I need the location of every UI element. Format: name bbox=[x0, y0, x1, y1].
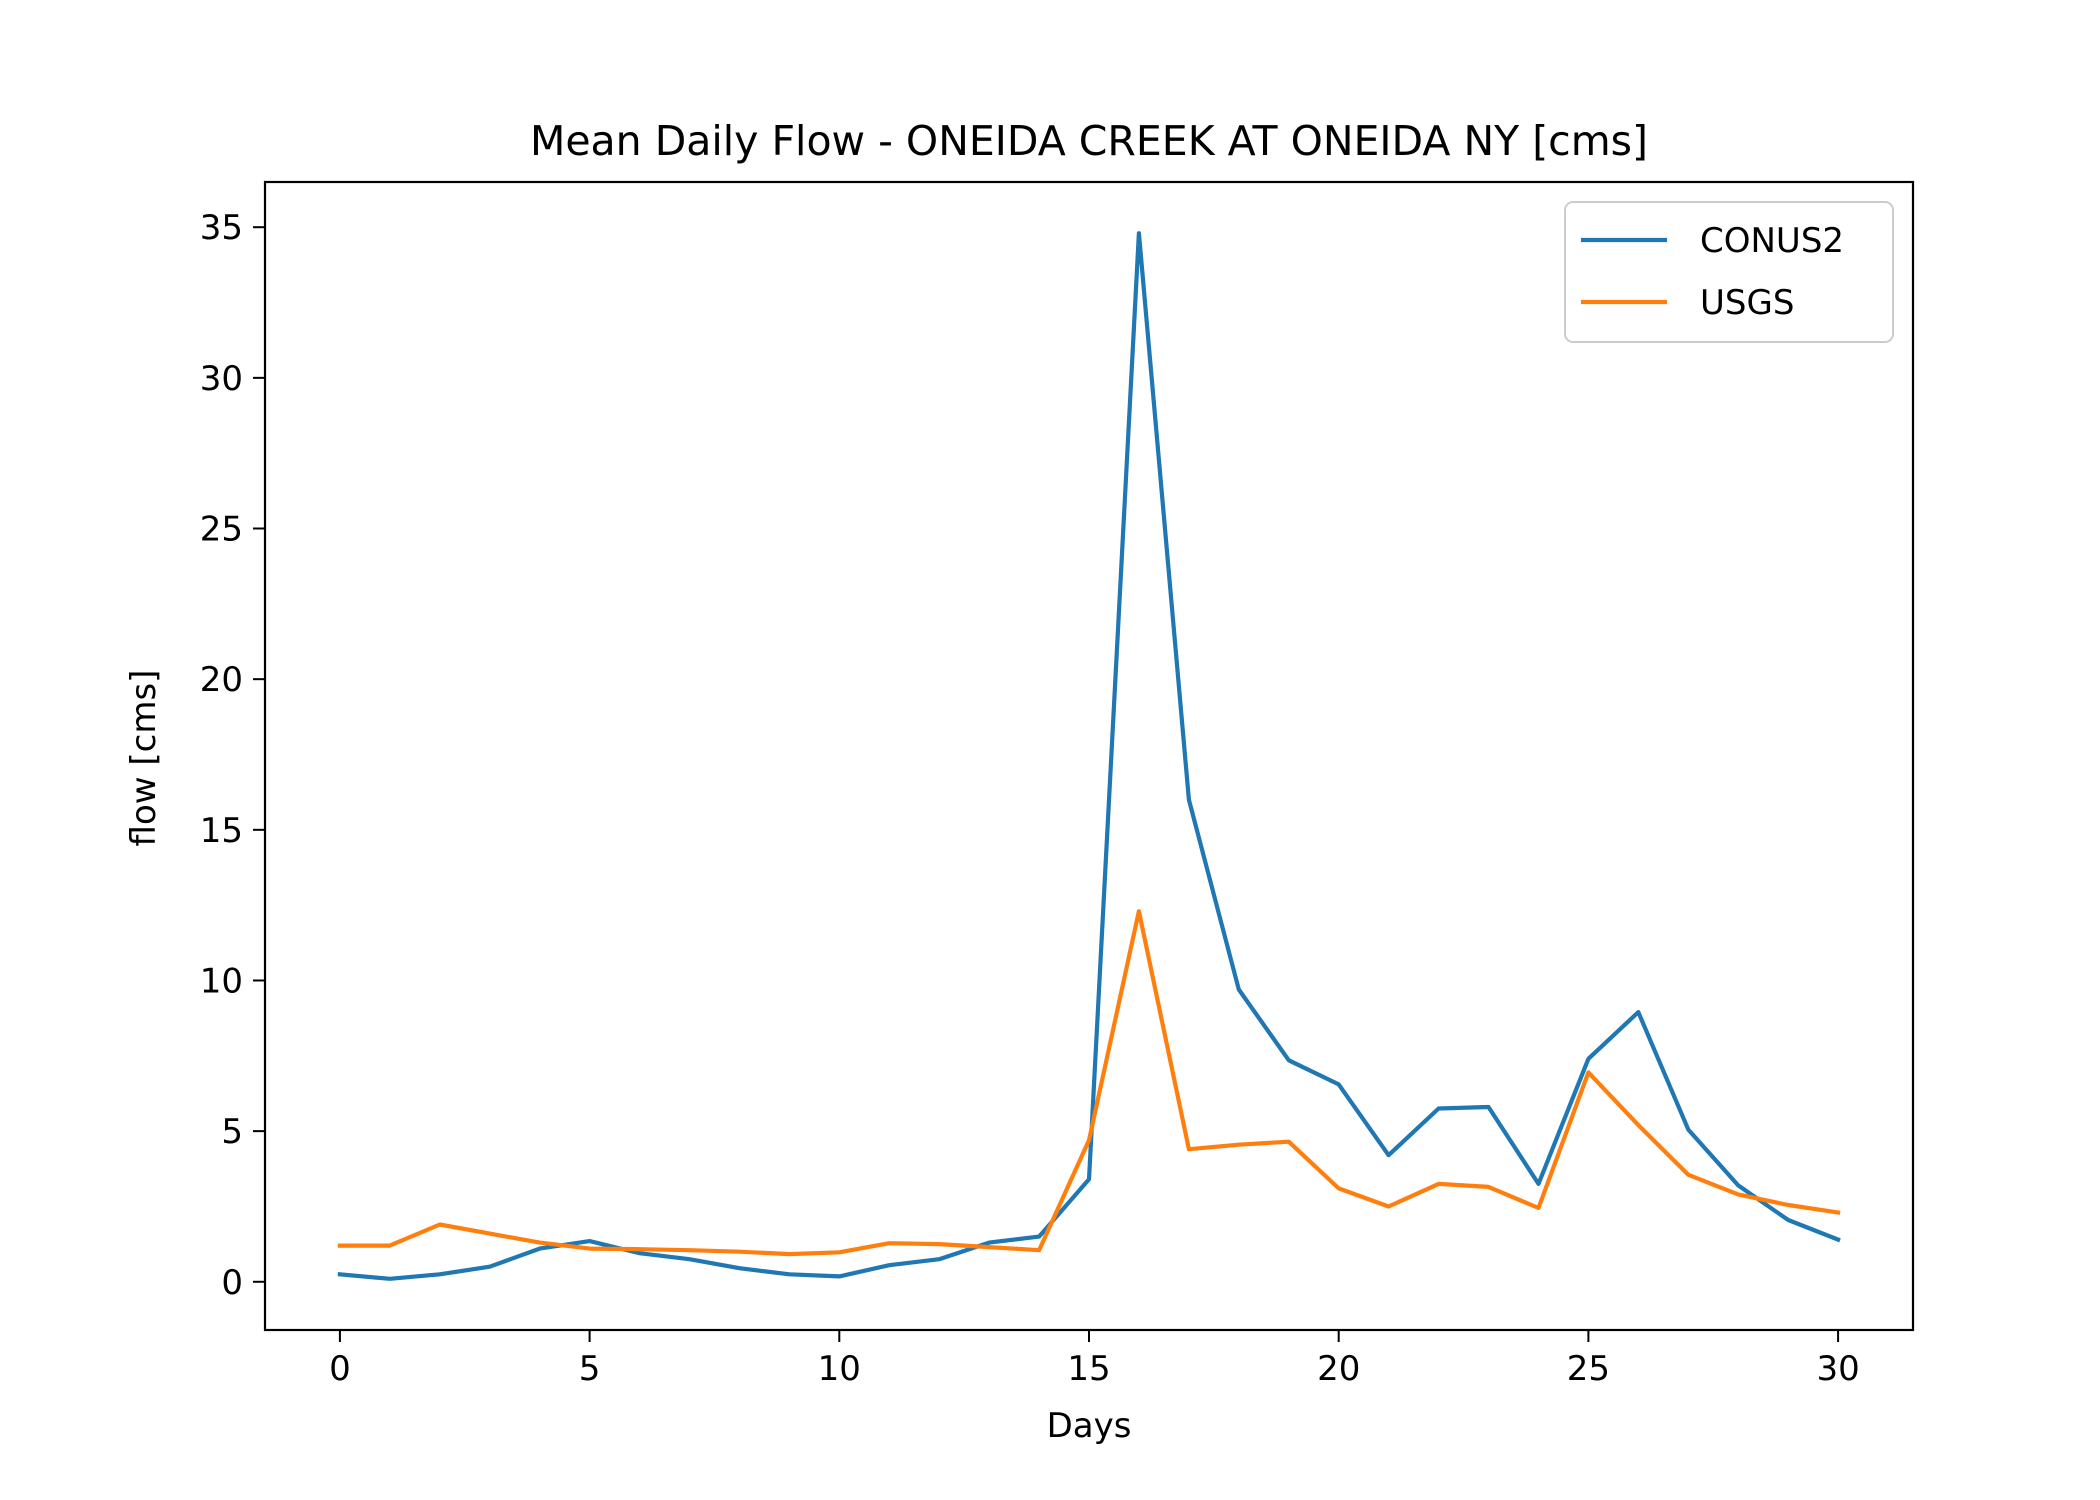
x-axis-label: Days bbox=[1047, 1406, 1132, 1446]
y-tick-label: 0 bbox=[221, 1263, 243, 1303]
y-tick-label: 10 bbox=[200, 961, 243, 1001]
y-tick-label: 35 bbox=[200, 208, 243, 248]
chart-title: Mean Daily Flow - ONEIDA CREEK AT ONEIDA… bbox=[530, 117, 1648, 165]
x-tick-label: 20 bbox=[1317, 1349, 1360, 1389]
legend-box bbox=[1564, 201, 1894, 343]
x-tick-label: 10 bbox=[818, 1349, 861, 1389]
y-tick-label: 15 bbox=[200, 811, 243, 851]
legend-label-usgs: USGS bbox=[1700, 283, 1794, 323]
series-line-conus2 bbox=[337, 231, 1841, 1281]
x-tick-label: 30 bbox=[1816, 1349, 1859, 1389]
x-tick-label: 0 bbox=[329, 1349, 351, 1389]
x-tick-label: 15 bbox=[1067, 1349, 1110, 1389]
x-tick-label: 5 bbox=[579, 1349, 601, 1389]
y-tick-label: 20 bbox=[200, 660, 243, 700]
y-tick-label: 5 bbox=[221, 1112, 243, 1152]
x-tick-label: 25 bbox=[1567, 1349, 1610, 1389]
legend-label-conus2: CONUS2 bbox=[1700, 221, 1844, 261]
y-tick-label: 30 bbox=[200, 359, 243, 399]
series-line-usgs bbox=[337, 909, 1841, 1257]
legend: CONUS2 USGS bbox=[1564, 201, 1894, 343]
y-axis-label: flow [cms] bbox=[124, 670, 164, 847]
y-tick-label: 25 bbox=[200, 510, 243, 550]
plot-area: 0 5 10 15 20 25 30 0 5 10 15 20 25 30 35 CONUS2 USGS bbox=[200, 180, 1915, 1389]
